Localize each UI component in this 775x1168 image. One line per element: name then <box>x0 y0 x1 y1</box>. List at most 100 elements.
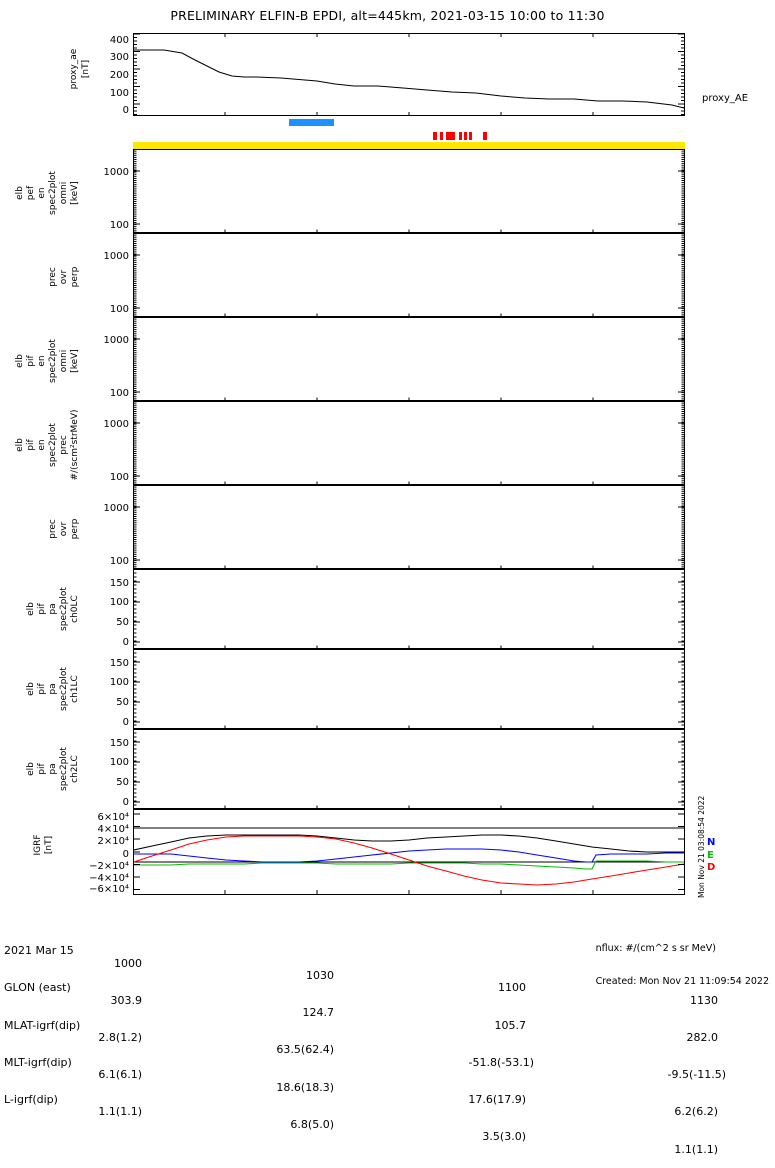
panel5-label-perp: perp <box>70 518 80 540</box>
panel4-ytick-1000: 1000 <box>103 419 129 430</box>
bottom-row-mlat: MLAT-igrf(dip) 2.8(1.2) 63.5(62.4) -51.8… <box>4 1007 726 1081</box>
panel8-label-spec2plot: spec2plot <box>59 747 69 791</box>
col2-glon: 105.7 <box>494 1018 527 1032</box>
panel2-label-perp: perp <box>70 266 80 288</box>
col1-l: 6.8(5.0) <box>290 1117 334 1131</box>
panel4-label-units: #/(scm²strMeV) <box>70 409 80 481</box>
igrf-ytick-m6e4: −6×10⁴ <box>89 884 129 895</box>
panel4-ytick-100: 100 <box>109 472 129 483</box>
col3-mlt: 6.2(6.2) <box>674 1105 718 1119</box>
page-title: PRELIMINARY ELFIN-B EPDI, alt=445km, 202… <box>170 8 605 23</box>
panel4-label-pif: pif <box>26 439 36 451</box>
panel7-label-spec2plot: spec2plot <box>59 667 69 711</box>
col3-glon: 282.0 <box>686 1031 719 1045</box>
col1-glon: 124.7 <box>302 1006 335 1020</box>
igrf-legend-D: D <box>707 862 716 873</box>
panel6-label-ch0LC: ch0LC <box>70 595 80 623</box>
row-label-glon: GLON (east) <box>4 981 71 995</box>
col0-time: 1000 <box>114 956 142 970</box>
panel2-ytick-1000: 1000 <box>103 251 129 262</box>
proxy-ae-ylabel-line1: proxy_ae <box>69 48 79 90</box>
panel-elb-pif-en-spec2plot-prec <box>133 401 685 485</box>
proxy-ae-trace <box>134 49 684 109</box>
render-timestamp-vertical: Mon Nov 21 03:08:54 2022 <box>697 795 706 898</box>
row-label-l: L-igrf(dip) <box>4 1093 58 1107</box>
panel2-label-prec: prec <box>48 267 58 287</box>
panel1-label-en: en <box>37 187 47 199</box>
col0-glon: 303.9 <box>110 993 143 1007</box>
panel4-label-elb: elb <box>15 438 25 452</box>
proxy-ytick-400: 400 <box>109 35 129 46</box>
panel8-ytick-50: 50 <box>116 777 129 788</box>
panel-prec-ovr-perp-2 <box>133 485 685 569</box>
panel3-label-spec2plot: spec2plot <box>48 339 58 383</box>
panel7-ytick-0: 0 <box>122 717 129 728</box>
footer-nflux: nflux: #/(cm^2 s sr MeV) <box>595 943 716 954</box>
panel6-ytick-0: 0 <box>122 637 129 648</box>
proxy-ae-panel <box>133 33 685 116</box>
proxy-ytick-300: 300 <box>109 52 129 63</box>
col3-l: 1.1(1.1) <box>674 1142 718 1156</box>
igrf-axis-ticks <box>133 813 685 895</box>
panel-elb-pif-pa-spec2plot-ch1LC <box>133 649 685 729</box>
panel3-ytick-100: 100 <box>109 388 129 399</box>
panel1-label-elb: elb <box>15 186 25 200</box>
panel4-label-en: en <box>37 439 47 451</box>
panel1-ytick-1000: 1000 <box>103 167 129 178</box>
panel1-label-spec2plot: spec2plot <box>48 171 58 215</box>
footer-created: Created: Mon Nov 21 11:09:54 2022 <box>595 976 769 987</box>
col1-mlat: 63.5(62.4) <box>276 1043 334 1057</box>
panel-elb-pif-pa-spec2plot-ch2LC <box>133 729 685 809</box>
panel6-label-spec2plot: spec2plot <box>59 587 69 631</box>
panel6-label-pif: pif <box>37 603 47 615</box>
panel8-ytick-100: 100 <box>109 757 129 768</box>
panel7-label-pa: pa <box>48 683 58 695</box>
panel5-label-ovr: ovr <box>59 521 69 537</box>
bottom-row-mlt: MLT-igrf(dip) 6.1(6.1) 18.6(18.3) 17.6(1… <box>4 1044 718 1118</box>
bottom-row-l: L-igrf(dip) 1.1(1.1) 6.8(5.0) 3.5(3.0) 1… <box>4 1082 718 1155</box>
panel1-ytick-100: 100 <box>109 220 129 231</box>
panel6-label-elb: elb <box>26 602 36 616</box>
panel-elb-pif-en-spec2plot-omni <box>133 317 685 401</box>
col2-l: 3.5(3.0) <box>482 1130 526 1144</box>
panel-elb-pef-en-spec2plot-omni <box>133 149 685 233</box>
igrf-legend-E: E <box>707 850 714 861</box>
igrf-ytick-m4e4: −4×10⁴ <box>89 873 129 884</box>
panel8-label-elb: elb <box>26 762 36 776</box>
proxy-ytick-100: 100 <box>109 88 129 99</box>
panel3-label-en: en <box>37 355 47 367</box>
col0-mlat: 2.8(1.2) <box>98 1031 142 1045</box>
col2-mlat: -51.8(-53.1) <box>468 1055 534 1069</box>
bottom-axis-table: 2021 Mar 15 1000 1030 1100 1130 GLON (ea… <box>4 908 726 1155</box>
col1-mlt: 18.6(18.3) <box>276 1080 334 1094</box>
panel6-ytick-50: 50 <box>116 617 129 628</box>
panel3-label-omni: omni <box>59 349 69 373</box>
col1-time: 1030 <box>306 969 334 983</box>
panel-igrf <box>133 809 685 895</box>
panel7-label-ch1LC: ch1LC <box>70 675 80 703</box>
igrf-label-line2: [nT] <box>44 835 54 855</box>
row-label-mlt: MLT-igrf(dip) <box>4 1055 72 1069</box>
panel3-label-pif: pif <box>26 355 36 367</box>
panel1-label-pef: pef <box>26 185 36 201</box>
igrf-label-line1: IGRF <box>33 834 43 856</box>
col0-mlt: 6.1(6.1) <box>98 1068 142 1082</box>
event-tick-marks <box>433 132 487 140</box>
panel2-ytick-100: 100 <box>109 304 129 315</box>
igrf-ytick-4e4: 4×10⁴ <box>97 824 129 835</box>
panel7-ytick-150: 150 <box>109 658 129 669</box>
panel6-ytick-150: 150 <box>109 578 129 589</box>
panel6-ytick-100: 100 <box>109 597 129 608</box>
row-label-mlat: MLAT-igrf(dip) <box>4 1018 81 1032</box>
igrf-legend-N: N <box>707 837 716 848</box>
panel5-ytick-100: 100 <box>109 556 129 567</box>
panel1-label-omni: omni <box>59 181 69 205</box>
proxy-ae-axis-ticks <box>133 33 685 116</box>
panel7-label-elb: elb <box>26 682 36 696</box>
igrf-ytick-6e4: 6×10⁴ <box>97 812 129 823</box>
spectrogram-panels-ticks <box>133 149 685 809</box>
proxy-ytick-200: 200 <box>109 70 129 81</box>
bottom-row-time: 2021 Mar 15 1000 1030 1100 1130 <box>4 933 718 1006</box>
proxy-ytick-0: 0 <box>122 105 129 116</box>
panel5-label-prec: prec <box>48 519 58 539</box>
